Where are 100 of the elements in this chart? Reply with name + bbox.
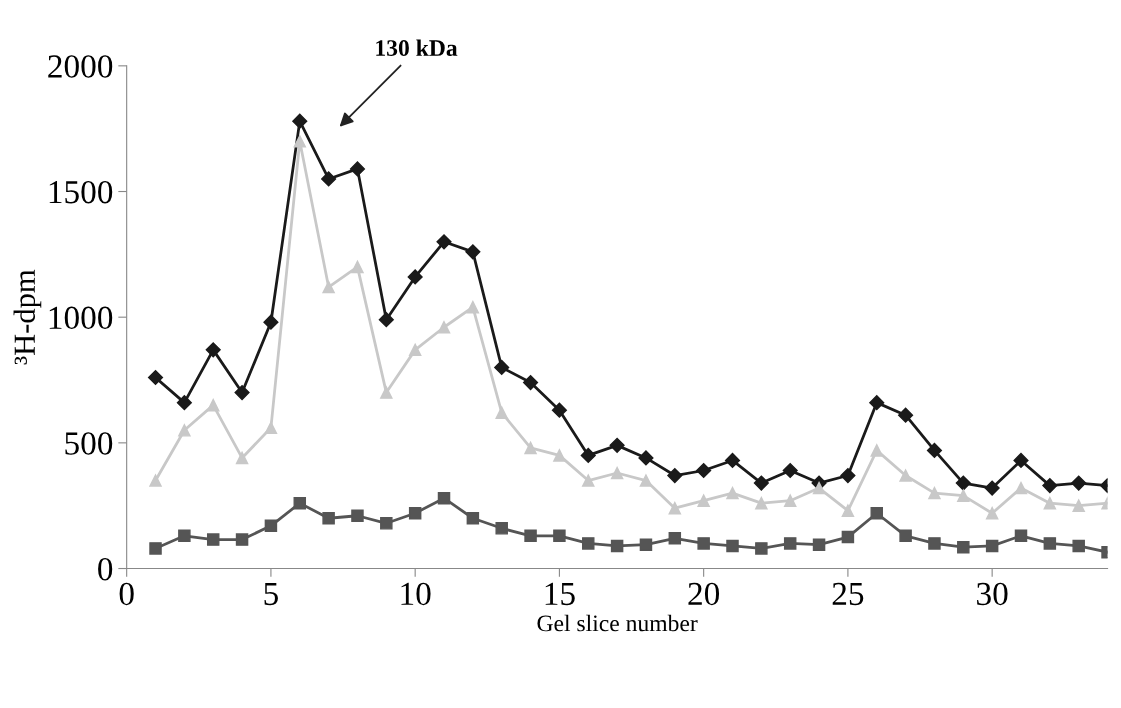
point xyxy=(1014,529,1028,543)
point xyxy=(147,369,164,386)
point xyxy=(293,496,307,510)
point xyxy=(351,260,364,274)
point xyxy=(206,533,220,546)
point xyxy=(639,474,653,487)
point xyxy=(522,374,539,391)
point xyxy=(178,424,191,437)
y-tick-label: 0 xyxy=(98,557,113,581)
point xyxy=(984,480,1000,496)
point xyxy=(322,512,335,525)
point xyxy=(263,314,279,330)
x-tick-label: 5 xyxy=(264,583,278,606)
point xyxy=(755,496,768,510)
point xyxy=(437,320,451,334)
point xyxy=(870,444,884,457)
point xyxy=(898,407,914,423)
point xyxy=(580,447,596,463)
x-tick-label: 0 xyxy=(119,582,134,606)
point xyxy=(812,538,826,551)
point xyxy=(407,269,423,285)
point xyxy=(783,494,797,507)
x-tick-label: 30 xyxy=(977,582,1008,606)
point xyxy=(380,517,393,530)
point xyxy=(437,491,451,505)
point xyxy=(957,540,970,554)
point xyxy=(408,506,422,520)
point xyxy=(928,486,941,500)
point xyxy=(205,342,221,358)
point xyxy=(985,506,999,520)
point xyxy=(149,542,162,555)
point xyxy=(378,312,394,328)
point xyxy=(380,386,393,399)
point xyxy=(1042,478,1058,494)
point xyxy=(582,474,595,487)
point xyxy=(1013,452,1029,469)
point xyxy=(899,469,912,482)
point xyxy=(351,509,364,522)
point xyxy=(928,537,941,550)
point xyxy=(957,489,970,502)
point xyxy=(668,532,682,545)
point xyxy=(494,359,510,376)
point xyxy=(436,234,452,250)
point xyxy=(985,539,999,553)
point xyxy=(696,462,712,479)
point xyxy=(1072,499,1085,512)
point xyxy=(1043,537,1057,550)
y-tick-label: 2000 xyxy=(48,55,113,78)
point xyxy=(495,406,508,419)
point xyxy=(321,171,337,187)
point xyxy=(609,437,625,453)
y-tick-label: 1500 xyxy=(49,180,113,204)
y-tick-label: 500 xyxy=(65,432,113,455)
point xyxy=(610,539,624,553)
point xyxy=(1071,475,1087,491)
x-tick-label: 20 xyxy=(688,582,720,606)
point xyxy=(551,402,567,418)
point xyxy=(926,442,943,458)
y-axis-title: ³H-dpm xyxy=(13,269,42,365)
point xyxy=(869,395,885,411)
point xyxy=(782,462,798,479)
point xyxy=(466,300,480,314)
point xyxy=(553,529,566,543)
point xyxy=(1043,496,1057,510)
point xyxy=(697,537,710,550)
point xyxy=(841,504,855,517)
point xyxy=(697,494,710,507)
point xyxy=(668,501,682,515)
point xyxy=(466,512,480,525)
point xyxy=(582,537,595,550)
point xyxy=(264,421,278,435)
point xyxy=(234,385,250,401)
point xyxy=(178,529,191,543)
point xyxy=(206,398,220,412)
point xyxy=(610,466,624,480)
point xyxy=(292,113,308,129)
point xyxy=(264,519,278,533)
point xyxy=(408,343,422,357)
point xyxy=(667,467,683,484)
point xyxy=(955,475,971,491)
point xyxy=(322,280,335,294)
point xyxy=(870,506,884,520)
point xyxy=(465,244,481,260)
point xyxy=(524,441,537,455)
x-tick-label: 10 xyxy=(401,582,431,606)
point xyxy=(176,395,192,411)
point xyxy=(812,481,826,495)
point xyxy=(349,161,366,177)
point xyxy=(495,522,508,535)
point xyxy=(235,451,249,465)
text: 130 kDa xyxy=(376,39,458,57)
point xyxy=(553,449,566,462)
x-tick-label: 15 xyxy=(545,582,575,606)
x-axis-title: Gel slice number xyxy=(537,614,698,632)
point xyxy=(235,533,249,546)
point xyxy=(840,467,856,484)
y-tick-label: 1000 xyxy=(49,306,113,330)
point xyxy=(783,537,797,550)
point xyxy=(755,542,768,555)
point xyxy=(524,529,537,543)
